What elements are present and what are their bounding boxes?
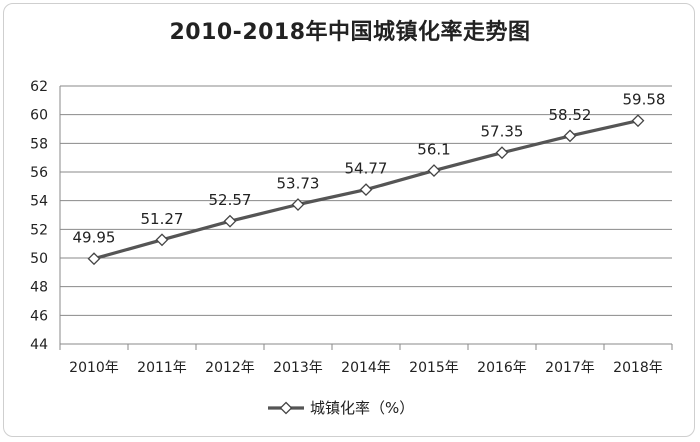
chart-title: 2010-2018年中国城镇化率走势图 bbox=[169, 20, 531, 45]
x-tick-label: 2016年 bbox=[477, 360, 527, 376]
data-point-marker bbox=[427, 164, 441, 177]
legend-marker bbox=[279, 401, 293, 415]
x-tick-label: 2018年 bbox=[613, 360, 663, 376]
y-tick-label: 48 bbox=[30, 280, 48, 296]
data-label: 52.57 bbox=[209, 191, 252, 209]
data-point-marker bbox=[563, 129, 577, 143]
data-point-marker bbox=[631, 114, 645, 128]
legend: 城镇化率（%） bbox=[268, 399, 414, 417]
x-axis-ticks: 2010年 2011年 2012年 2013年 2014年 2015年 2016年 2017年… bbox=[69, 360, 663, 376]
y-tick-label: 54 bbox=[30, 194, 48, 210]
series bbox=[87, 114, 645, 266]
y-axis-ticks: 44 46 48 50 52 54 56 58 60 62 bbox=[30, 79, 48, 353]
y-tick-label: 46 bbox=[30, 308, 48, 324]
data-point-marker bbox=[359, 183, 373, 197]
data-label: 59.58 bbox=[623, 91, 666, 109]
data-label: 57.35 bbox=[481, 123, 524, 141]
x-tick-label: 2014年 bbox=[341, 360, 391, 376]
y-tick-label: 60 bbox=[30, 108, 48, 124]
gridlines bbox=[60, 85, 672, 345]
chart-frame bbox=[3, 3, 695, 437]
y-tick-label: 52 bbox=[30, 222, 48, 238]
y-tick-label: 56 bbox=[30, 165, 48, 181]
data-label: 54.77 bbox=[345, 160, 388, 178]
y-tick-label: 50 bbox=[30, 251, 48, 267]
legend-label: 城镇化率（%） bbox=[310, 399, 414, 417]
data-point-marker bbox=[223, 214, 237, 228]
x-tick-label: 2015年 bbox=[409, 360, 459, 376]
y-tick-label: 58 bbox=[30, 136, 48, 152]
data-point-marker bbox=[495, 146, 509, 160]
data-label: 49.95 bbox=[73, 229, 116, 247]
data-label: 53.73 bbox=[277, 175, 320, 193]
axes bbox=[59, 86, 673, 350]
data-label: 58.52 bbox=[549, 106, 592, 124]
data-labels: 49.95 51.27 52.57 53.73 54.77 56.1 57.35 58.52 5… bbox=[73, 91, 666, 247]
x-tick-label: 2011年 bbox=[137, 360, 187, 376]
data-label: 51.27 bbox=[141, 210, 184, 228]
data-label: 56.1 bbox=[417, 141, 450, 159]
y-tick-label: 62 bbox=[30, 79, 48, 95]
data-point-marker bbox=[291, 198, 305, 211]
x-tick-label: 2017年 bbox=[545, 360, 595, 376]
x-tick-label: 2012年 bbox=[205, 360, 255, 376]
y-tick-label: 44 bbox=[30, 337, 48, 353]
data-point-marker bbox=[155, 233, 169, 247]
x-tick-label: 2013年 bbox=[273, 360, 323, 376]
data-point-marker bbox=[87, 252, 101, 266]
x-tick-label: 2010年 bbox=[69, 360, 119, 376]
